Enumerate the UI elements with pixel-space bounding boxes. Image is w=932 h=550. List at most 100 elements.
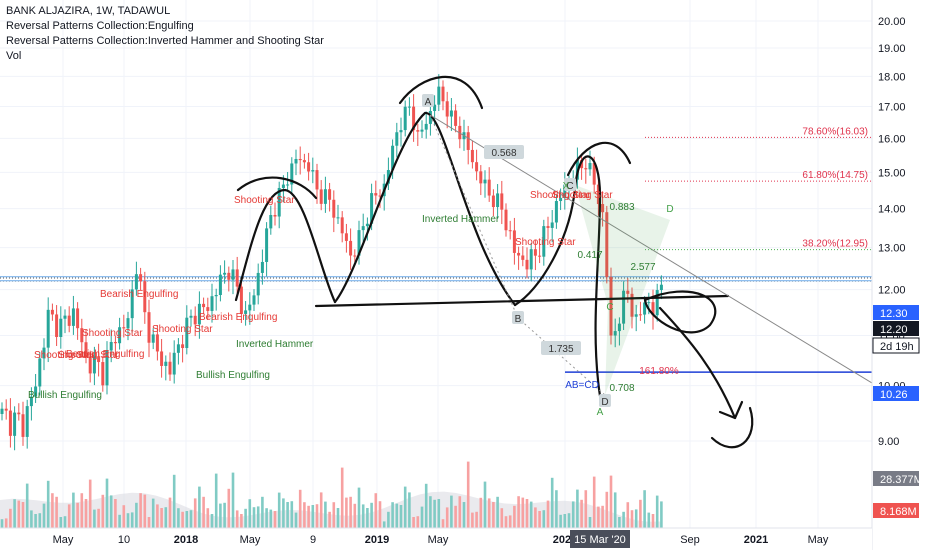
harmonic-ratio-label: 0.417 xyxy=(577,250,602,261)
volume-bar xyxy=(9,508,12,528)
candle-body xyxy=(588,163,592,170)
harmonic-ratio-label: 2.577 xyxy=(630,262,655,273)
drawing-stroke xyxy=(658,306,737,420)
price-axis[interactable]: 20.00 19.00 18.00 17.00 16.00 15.00 14.00 13.00… xyxy=(871,0,932,550)
volume-bar xyxy=(550,477,554,528)
candle-body xyxy=(214,295,218,297)
harmonic-point-label: D xyxy=(666,204,673,215)
legend-indicator-hammer-star[interactable]: Reversal Patterns Collection:Inverted Ha… xyxy=(6,35,324,47)
pattern-label: Shooting Star xyxy=(34,350,95,361)
volume-bar xyxy=(387,511,390,528)
candle-body xyxy=(395,132,399,146)
drawing-stroke xyxy=(398,75,484,110)
volume-bar xyxy=(290,501,294,528)
candle-body xyxy=(349,240,353,256)
volume-bar xyxy=(21,502,25,528)
harmonic-point-label: X xyxy=(563,181,570,192)
candle-body xyxy=(164,361,168,366)
volume-bar xyxy=(223,502,226,528)
legend-indicator-volume[interactable]: Vol xyxy=(6,50,22,62)
candle-body xyxy=(374,193,378,196)
candle-body xyxy=(218,274,222,296)
volume-bar xyxy=(72,492,75,528)
volume-bar xyxy=(437,499,441,528)
volume-bar xyxy=(202,496,205,528)
volume-bar xyxy=(571,501,575,528)
price-badge-label: 2d 19h xyxy=(880,341,914,353)
candle-body xyxy=(21,414,25,437)
candle-body xyxy=(626,290,630,294)
volume-bar xyxy=(256,506,260,528)
volume-bar xyxy=(542,510,546,528)
candle-body xyxy=(134,274,138,290)
volume-bar xyxy=(508,515,512,528)
candle-body xyxy=(529,249,533,270)
candle-body xyxy=(122,327,126,329)
candle-body xyxy=(160,351,164,366)
candle-body xyxy=(475,162,479,172)
volume-bar xyxy=(538,511,541,528)
volume-bar xyxy=(597,506,600,528)
pattern-label: Shooting Star xyxy=(234,195,295,206)
legend-indicator-engulfing[interactable]: Reversal Patterns Collection:Engulfing xyxy=(6,20,194,32)
candle-body xyxy=(189,315,193,318)
volume-bar xyxy=(0,519,4,528)
harmonic-ratio-label: AB=CD xyxy=(565,380,599,391)
price-badge-label: 12.30 xyxy=(880,308,908,320)
volume-bar xyxy=(25,483,29,528)
candle-body xyxy=(181,344,185,349)
volume-bar xyxy=(252,507,256,528)
drawing-stroke xyxy=(234,188,337,304)
volume-bar xyxy=(534,507,537,528)
candle-body xyxy=(210,296,214,311)
price-badge xyxy=(873,503,919,518)
candle-body xyxy=(302,160,306,163)
volume-bar xyxy=(307,505,310,528)
volume-bar xyxy=(651,514,655,528)
price-tick-label: 13.00 xyxy=(878,243,906,255)
candle-body xyxy=(55,314,59,338)
candle-body xyxy=(71,308,75,326)
volume-bar xyxy=(151,498,155,528)
price-tick-label: 19.00 xyxy=(878,43,906,55)
candle-body xyxy=(50,309,54,315)
candle-body xyxy=(470,149,474,163)
drawing-stroke xyxy=(718,400,744,420)
candle-body xyxy=(546,226,550,228)
volume-bar xyxy=(30,510,33,528)
volume-bar xyxy=(521,497,525,528)
volume-bar xyxy=(559,514,562,528)
volume-bar xyxy=(227,488,231,528)
volume-bar xyxy=(492,502,495,528)
candle-body xyxy=(206,307,210,311)
volume-bar xyxy=(370,502,373,528)
candle-body xyxy=(659,284,663,291)
volume-bar xyxy=(164,507,168,528)
candle-body xyxy=(315,170,319,190)
candle-body xyxy=(622,290,626,324)
volume-bar xyxy=(458,496,462,528)
harmonic-ratio-label: 161.80% xyxy=(639,366,679,377)
harmonic-ratio-box xyxy=(484,145,524,159)
candle-body xyxy=(496,193,500,208)
volume-bar xyxy=(592,476,596,528)
candle-body xyxy=(399,130,403,133)
candle-body xyxy=(92,356,96,374)
volume-bar xyxy=(97,508,100,528)
candle-body xyxy=(147,312,151,343)
volume-bar xyxy=(160,508,163,528)
volume-bar xyxy=(168,497,172,528)
volume-bar xyxy=(588,517,592,528)
drawing-stroke xyxy=(236,176,318,200)
fib-label: 61.80%(14.75) xyxy=(802,170,868,181)
candle-body xyxy=(17,412,21,415)
candle-body xyxy=(80,328,84,343)
volume-bar xyxy=(487,498,491,528)
pattern-label: Inverted Hammer xyxy=(422,214,500,225)
candle-body xyxy=(269,215,273,229)
legend-symbol[interactable]: BANK ALJAZIRA, 1W, TADAWUL xyxy=(6,5,171,17)
candle-body xyxy=(185,317,189,349)
volume-bar xyxy=(483,481,487,528)
